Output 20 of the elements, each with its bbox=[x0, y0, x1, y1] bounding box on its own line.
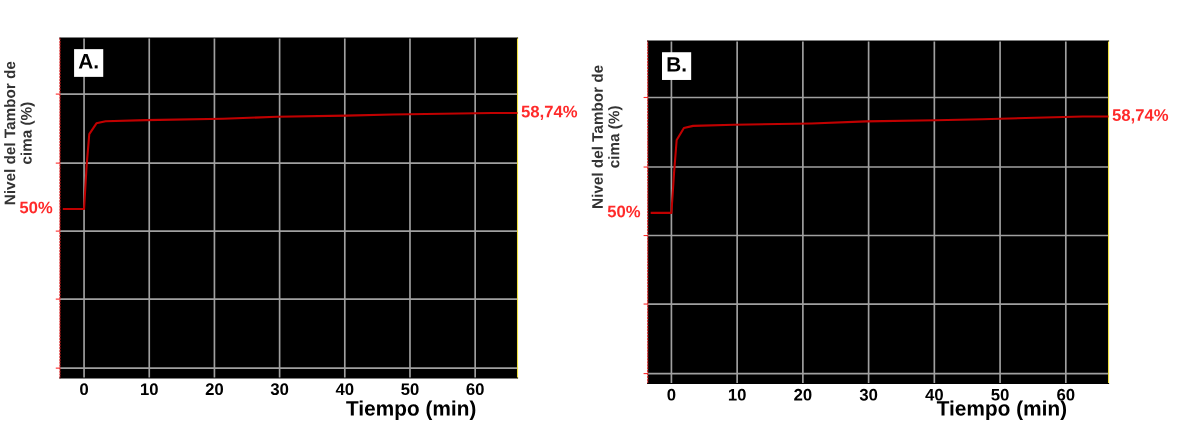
x-tick-label: 10 bbox=[728, 388, 746, 401]
annotation: 58,74% bbox=[1112, 109, 1169, 124]
x-axis-title: Tiempo (min) bbox=[346, 400, 476, 420]
text: A. bbox=[78, 54, 98, 69]
x-tick-label: 60 bbox=[466, 383, 484, 396]
x-axis-title: Tiempo (min) bbox=[936, 400, 1067, 420]
x-tick-label: 20 bbox=[794, 388, 812, 401]
x-tick-label: 0 bbox=[80, 383, 89, 396]
x-tick-label: 50 bbox=[991, 388, 1009, 401]
x-tick-label: 40 bbox=[335, 383, 354, 396]
x-tick-label: 30 bbox=[270, 383, 289, 396]
x-tick-label: 50 bbox=[401, 383, 419, 396]
x-tick-label: 40 bbox=[925, 388, 943, 401]
x-tick-label: 60 bbox=[1057, 388, 1075, 401]
x-tick-label: 0 bbox=[667, 388, 676, 401]
x-tick-label: 10 bbox=[141, 383, 158, 396]
x-tick-label: 20 bbox=[205, 383, 224, 396]
text: B. bbox=[667, 57, 686, 72]
annotation: 58,74% bbox=[521, 105, 578, 120]
x-tick-label: 30 bbox=[859, 388, 878, 401]
